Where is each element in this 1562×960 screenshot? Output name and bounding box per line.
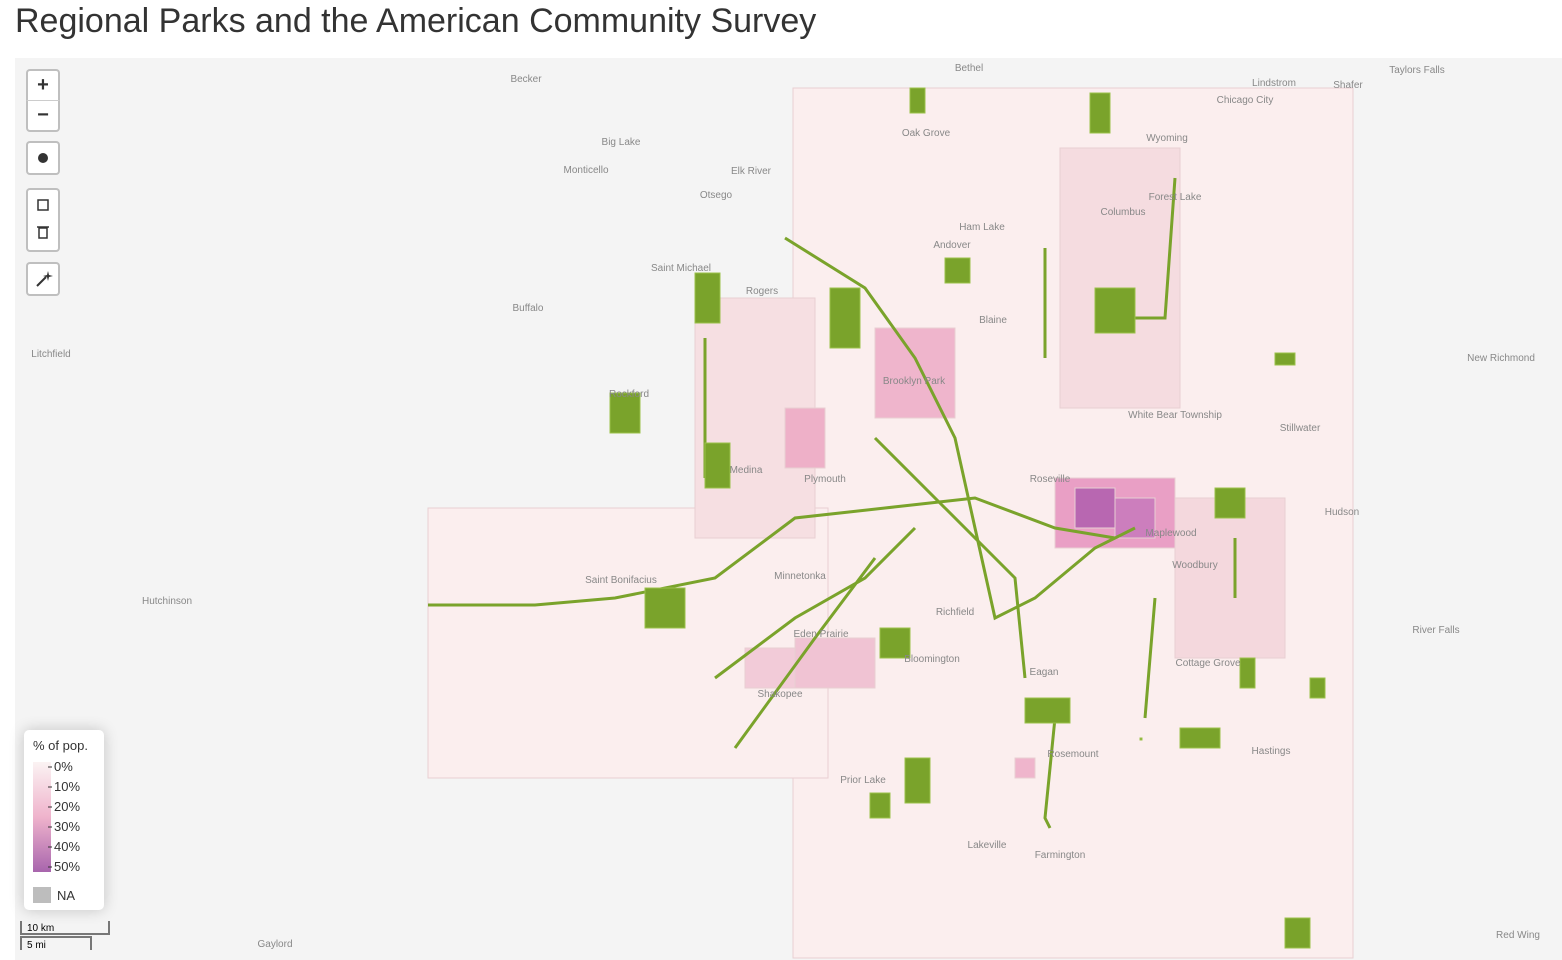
place-label: Medina <box>730 465 763 476</box>
locate-button[interactable] <box>26 141 60 175</box>
place-label: Hutchinson <box>142 596 192 607</box>
place-label: New Richmond <box>1467 353 1535 364</box>
place-label: Monticello <box>563 165 608 176</box>
parks <box>609 87 1326 949</box>
legend-tick-label: 0% <box>54 759 73 774</box>
place-labels: Becker Bethel Lindstrom Shafer Taylors F… <box>31 63 1540 950</box>
place-label: Litchfield <box>31 349 70 360</box>
place-label: Richfield <box>936 607 974 618</box>
place-label: Rockford <box>609 389 649 400</box>
place-label: Oak Grove <box>902 128 951 139</box>
place-label: White Bear Township <box>1128 410 1222 421</box>
legend-na-label: NA <box>57 888 75 903</box>
legend-tick-label: 40% <box>54 839 80 854</box>
place-label: Andover <box>933 240 971 251</box>
legend-title: % of pop. <box>33 738 88 753</box>
map[interactable]: Becker Bethel Lindstrom Shafer Taylors F… <box>15 58 1562 960</box>
place-label: Farmington <box>1035 850 1086 861</box>
place-label: Saint Michael <box>651 263 711 274</box>
place-label: Elk River <box>731 166 772 177</box>
place-label: Lakeville <box>968 840 1007 851</box>
place-label: Gaylord <box>257 939 292 950</box>
legend-tick-label: 50% <box>54 859 80 874</box>
legend-ramp <box>33 762 51 872</box>
place-label: Big Lake <box>602 137 641 148</box>
place-label: Brooklyn Park <box>883 376 946 387</box>
page-title: Regional Parks and the American Communit… <box>15 2 817 40</box>
place-label: Woodbury <box>1172 560 1217 571</box>
tracts <box>427 87 1354 959</box>
place-label: Eagan <box>1030 667 1059 678</box>
place-label: Columbus <box>1100 207 1145 218</box>
place-label: Rogers <box>746 286 778 297</box>
place-label: Roseville <box>1030 474 1071 485</box>
place-label: Shakopee <box>757 689 802 700</box>
place-label: Saint Bonifacius <box>585 575 657 586</box>
place-label: Blaine <box>979 315 1007 326</box>
place-label: Ham Lake <box>959 222 1005 233</box>
place-label: Forest Lake <box>1149 192 1202 203</box>
legend-tick-label: 10% <box>54 779 80 794</box>
trails <box>428 177 1237 829</box>
place-label: Shafer <box>1333 80 1363 91</box>
legend-tick-label: 30% <box>54 819 80 834</box>
place-label: River Falls <box>1412 625 1459 636</box>
legend: % of pop. NA 0% 10% 20% 30% 40% 50% <box>24 730 104 910</box>
legend-tick-label: 20% <box>54 799 80 814</box>
scale-metric: 10 km <box>20 921 110 935</box>
zoom-in-button[interactable]: + <box>26 69 60 102</box>
place-label: Buffalo <box>513 303 544 314</box>
place-label: Minnetonka <box>774 571 826 582</box>
legend-graphic: % of pop. NA 0% 10% 20% 30% 40% 50% <box>33 738 88 903</box>
place-label: Otsego <box>700 190 733 201</box>
scale-imperial: 5 mi <box>20 936 92 951</box>
place-label: Lindstrom <box>1252 78 1296 89</box>
place-label: Bethel <box>955 63 983 74</box>
place-label: Hastings <box>1252 746 1291 757</box>
place-label: Taylors Falls <box>1389 65 1445 76</box>
draw-toolbar[interactable] <box>26 188 60 252</box>
place-label: Cottage Grove <box>1175 658 1240 669</box>
place-label: Becker <box>510 74 542 85</box>
place-label: Wyoming <box>1146 133 1188 144</box>
place-label: Stillwater <box>1280 423 1321 434</box>
place-label: Red Wing <box>1496 930 1540 941</box>
place-label: Chicago City <box>1217 95 1274 106</box>
place-label: Eden Prairie <box>793 629 848 640</box>
place-label: Plymouth <box>804 474 846 485</box>
magic-button[interactable] <box>26 262 60 296</box>
place-label: Maplewood <box>1145 528 1196 539</box>
place-label: Rosemount <box>1047 749 1098 760</box>
legend-na-swatch <box>33 887 51 903</box>
zoom-out-button[interactable]: − <box>26 100 60 132</box>
place-label: Hudson <box>1325 507 1359 518</box>
place-label: Bloomington <box>904 654 960 665</box>
place-label: Prior Lake <box>840 775 886 786</box>
